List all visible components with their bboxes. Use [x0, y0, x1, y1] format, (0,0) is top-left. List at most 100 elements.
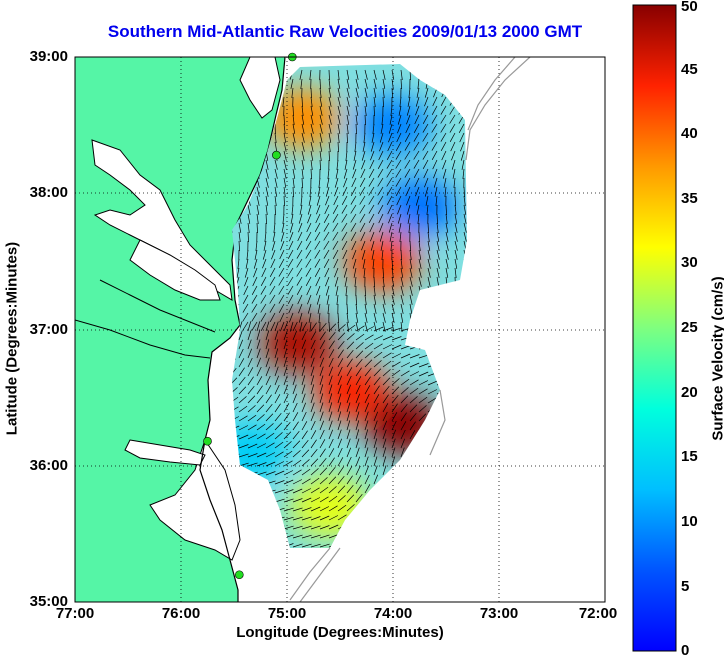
velocity-vector: [453, 177, 456, 188]
velocity-vector: [247, 424, 257, 431]
velocity-vector: [292, 430, 300, 440]
velocity-vector: [289, 312, 294, 323]
velocity-vector: [260, 312, 267, 322]
velocity-vector: [292, 440, 301, 449]
velocity-vector: [319, 457, 327, 467]
velocity-vector: [335, 168, 339, 179]
velocity-vector: [400, 378, 410, 386]
velocity-vector: [400, 345, 411, 350]
velocity-vector: [422, 159, 429, 169]
velocity-vector: [301, 339, 307, 350]
velocity-vector: [372, 123, 375, 134]
velocity-vector: [364, 78, 368, 89]
velocity-vector: [432, 159, 438, 170]
velocity-vector: [310, 331, 317, 341]
velocity-vector: [442, 159, 447, 170]
velocity-vector: [247, 385, 255, 395]
velocity-vector: [307, 303, 312, 314]
velocity-vector: [359, 195, 366, 205]
velocity-vector: [395, 159, 402, 169]
velocity-vector: [328, 357, 334, 368]
velocity-vector: [296, 276, 303, 286]
velocity-vector: [398, 105, 402, 116]
velocity-vector: [381, 249, 384, 260]
velocity-vector: [400, 267, 404, 278]
velocity-vector: [274, 366, 279, 377]
velocity-vector: [292, 498, 303, 503]
velocity-vector: [265, 366, 271, 377]
velocity-vector: [310, 411, 316, 422]
velocity-vector: [343, 177, 348, 188]
velocity-vector: [445, 222, 449, 233]
x-tick: 73:00: [479, 605, 519, 622]
velocity-vector: [318, 312, 321, 323]
velocity-vector: [409, 303, 413, 314]
velocity-vector: [400, 353, 411, 359]
velocity-vector: [237, 258, 240, 269]
velocity-vector: [364, 312, 368, 323]
velocity-vector: [310, 168, 312, 180]
velocity-vector: [440, 96, 447, 106]
velocity-vector: [423, 105, 429, 116]
velocity-vector: [242, 303, 249, 313]
velocity-vector: [346, 69, 350, 80]
velocity-vector: [388, 222, 393, 233]
velocity-vector: [355, 465, 361, 476]
velocity-vector: [364, 334, 374, 341]
velocity-vector: [337, 504, 347, 512]
velocity-vector: [289, 231, 294, 242]
velocity-vector: [301, 330, 307, 341]
velocity-vector: [350, 195, 357, 205]
velocity-vector: [278, 267, 285, 277]
velocity-vector: [409, 294, 413, 305]
velocity-vector: [256, 186, 260, 197]
velocity-vector: [283, 516, 294, 521]
velocity-vector: [265, 357, 270, 368]
velocity-vector: [399, 96, 402, 107]
velocity-vector: [364, 385, 371, 395]
velocity-vector: [395, 186, 402, 196]
velocity-vector: [270, 321, 276, 332]
velocity-vector: [362, 258, 366, 269]
velocity-vector: [265, 442, 275, 449]
albemarle-sound: [124, 439, 206, 466]
velocity-vector: [350, 222, 357, 232]
velocity-vector: [292, 375, 297, 386]
velocity-vector: [296, 285, 303, 295]
velocity-vector: [343, 267, 348, 278]
velocity-vector: [431, 150, 438, 160]
velocity-vector: [274, 357, 279, 368]
velocity-vector: [292, 366, 297, 377]
x-tick: 75:00: [267, 605, 307, 622]
velocity-vector: [301, 488, 312, 494]
velocity-vector: [287, 276, 294, 286]
velocity-vector: [395, 177, 402, 187]
velocity-vector: [355, 376, 362, 386]
map-title: Southern Mid-Atlantic Raw Velocities 200…: [107, 22, 583, 41]
velocity-vector: [346, 358, 353, 368]
velocity-vector: [431, 141, 438, 151]
velocity-vector: [325, 276, 330, 287]
velocity-vector: [269, 276, 276, 286]
velocity-vector: [307, 204, 312, 215]
velocity-vector: [346, 303, 348, 315]
velocity-vector: [292, 543, 303, 548]
velocity-vector: [328, 331, 336, 341]
colorbar-tick: 0: [681, 642, 690, 659]
velocity-vector: [310, 458, 319, 467]
x-axis-label: Longitude (Degrees:Minutes): [236, 624, 444, 641]
velocity-vector: [316, 294, 321, 305]
velocity-vector: [346, 475, 353, 485]
station-marker: [235, 570, 244, 580]
velocity-vector: [319, 506, 330, 512]
velocity-vector: [440, 132, 447, 142]
velocity-vector: [364, 393, 370, 404]
velocity-vector: [319, 534, 330, 539]
velocity-vector: [265, 394, 272, 404]
velocity-vector: [337, 447, 343, 458]
velocity-vector: [359, 213, 366, 223]
velocity-vector: [247, 462, 258, 467]
velocity-vector: [283, 403, 290, 413]
velocity-vector: [334, 276, 339, 287]
